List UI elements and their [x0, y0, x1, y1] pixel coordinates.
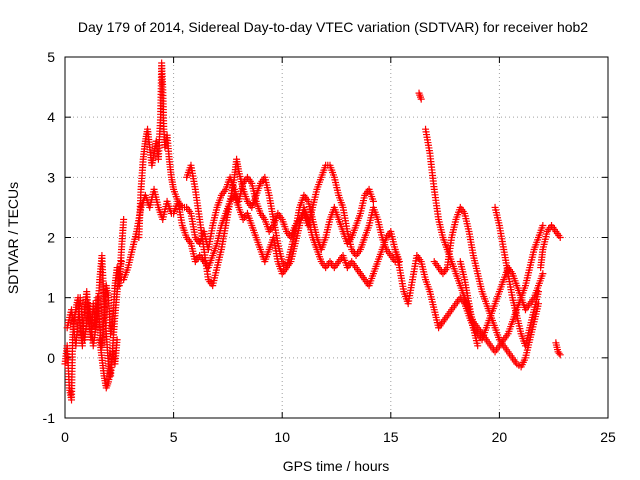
data-point [534, 288, 542, 296]
data-point [117, 258, 125, 266]
x-tick-label: 0 [61, 429, 69, 445]
x-axis-label: GPS time / hours [283, 458, 390, 474]
data-point [113, 336, 121, 344]
data-point [417, 95, 425, 103]
y-axis-label: SDTVAR / TECUs [5, 182, 21, 294]
y-tick-label: -1 [43, 410, 56, 426]
data-point [556, 234, 564, 241]
x-tick-label: 5 [170, 429, 178, 445]
x-tick-label: 10 [274, 429, 290, 445]
axis-ticks: 0 5 10 15 20 25 -1 0 1 2 3 4 5 [43, 49, 616, 445]
data-points [61, 59, 564, 404]
data-point [555, 349, 563, 357]
data-point [556, 351, 564, 359]
data-point [539, 270, 547, 278]
x-tick-label: 25 [600, 429, 616, 445]
y-tick-label: 4 [47, 109, 55, 125]
data-point [539, 221, 547, 229]
y-tick-label: 2 [47, 230, 55, 246]
grid [65, 57, 608, 418]
data-point [120, 215, 128, 223]
chart-title: Day 179 of 2014, Sidereal Day-to-day VTE… [78, 19, 588, 35]
x-tick-label: 15 [383, 429, 399, 445]
y-tick-label: 3 [47, 169, 55, 185]
y-tick-label: 0 [47, 350, 55, 366]
y-tick-label: 5 [47, 49, 55, 65]
y-tick-label: 1 [47, 290, 55, 306]
data-point [474, 342, 482, 350]
data-point [369, 197, 377, 205]
plot-frame [64, 56, 609, 419]
x-tick-label: 20 [492, 429, 508, 445]
